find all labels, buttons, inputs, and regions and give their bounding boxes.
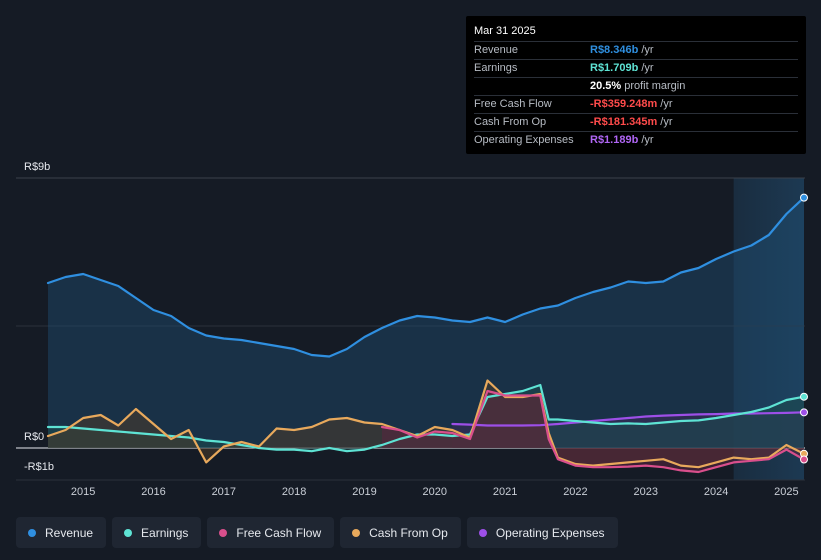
tooltip-row-earnings: Earnings R$1.709b /yr (474, 59, 798, 77)
y-tick-label: R$0 (24, 431, 44, 443)
endpoint-earnings (800, 392, 808, 401)
legend-dot-icon (478, 528, 487, 537)
tooltip-unit: /yr (641, 44, 654, 56)
line-free-cash-flow (380, 389, 806, 474)
tooltip-row-free-cash-flow: Free Cash Flow -R$359.248m /yr (474, 95, 798, 113)
x-tick-label: 2025 (774, 486, 798, 498)
tooltip-row-cash-from-op: Cash From Op -R$181.345m /yr (474, 113, 798, 131)
y-tick-label: -R$1b (24, 461, 54, 473)
tooltip-value: R$1.189b (590, 134, 639, 146)
legend-label: Cash From Op (369, 525, 448, 540)
tooltip-unit: /yr (641, 134, 654, 146)
area-earnings (48, 385, 804, 452)
legend-item-free-cash-flow[interactable]: Free Cash Flow (207, 517, 335, 548)
x-tick-label: 2018 (282, 486, 306, 498)
chart-legend: Revenue Earnings Free Cash Flow Cash Fro… (16, 517, 618, 548)
legend-label: Free Cash Flow (236, 525, 322, 540)
x-tick-label: 2022 (563, 486, 587, 498)
tooltip-unit: profit margin (624, 80, 686, 92)
data-tooltip: Mar 31 2025 Revenue R$8.346b /yr Earning… (466, 16, 806, 154)
legend-label: Earnings (141, 525, 189, 540)
legend-dot-icon (124, 528, 133, 537)
legend-label: Revenue (45, 525, 94, 540)
y-tick-label: R$9b (24, 161, 50, 173)
tooltip-label: Cash From Op (474, 116, 547, 128)
endpoint-operating-expenses (800, 408, 808, 417)
tooltip-unit: /yr (660, 98, 673, 110)
tooltip-value: -R$359.248m (590, 98, 658, 110)
tooltip-label (474, 78, 590, 95)
legend-label: Operating Expenses (495, 525, 605, 540)
x-tick-label: 2021 (493, 486, 517, 498)
x-tick-label: 2016 (141, 486, 165, 498)
x-tick-label: 2017 (212, 486, 236, 498)
tooltip-unit: /yr (660, 116, 673, 128)
tooltip-label: Operating Expenses (474, 134, 574, 146)
x-tick-label: 2019 (352, 486, 376, 498)
tooltip-unit: /yr (641, 62, 654, 74)
tooltip-label: Revenue (474, 44, 519, 56)
tooltip-value: R$8.346b (590, 44, 639, 56)
x-tick-label: 2023 (634, 486, 658, 498)
tooltip-label: Earnings (474, 62, 518, 74)
tooltip-row-profit-margin: 20.5% profit margin (474, 77, 798, 95)
area-free-cash-flow (382, 391, 804, 472)
legend-item-cash-from-op[interactable]: Cash From Op (340, 517, 461, 548)
endpoint-revenue (800, 193, 808, 202)
tooltip-date: Mar 31 2025 (474, 25, 536, 37)
legend-dot-icon (352, 528, 361, 537)
x-tick-label: 2020 (423, 486, 447, 498)
tooltip-value: R$1.709b (590, 62, 639, 74)
legend-item-operating-expenses[interactable]: Operating Expenses (466, 517, 618, 548)
tooltip-row-revenue: Revenue R$8.346b /yr (474, 41, 798, 59)
x-tick-label: 2015 (71, 486, 95, 498)
legend-dot-icon (28, 528, 36, 537)
tooltip-value: -R$181.345m (590, 116, 658, 128)
legend-dot-icon (219, 528, 228, 537)
endpoint-free-cash-flow (800, 455, 808, 464)
line-cash-from-op (46, 379, 806, 469)
tooltip-label: Free Cash Flow (474, 98, 552, 110)
legend-item-revenue[interactable]: Revenue (16, 517, 107, 548)
x-tick-label: 2024 (704, 486, 728, 498)
area-cash-from-op (48, 380, 804, 468)
line-revenue (46, 196, 806, 358)
tooltip-row-operating-expenses: Operating Expenses R$1.189b /yr (474, 131, 798, 149)
tooltip-value: 20.5% (590, 80, 622, 92)
legend-item-earnings[interactable]: Earnings (112, 517, 202, 548)
area-revenue (48, 197, 804, 448)
